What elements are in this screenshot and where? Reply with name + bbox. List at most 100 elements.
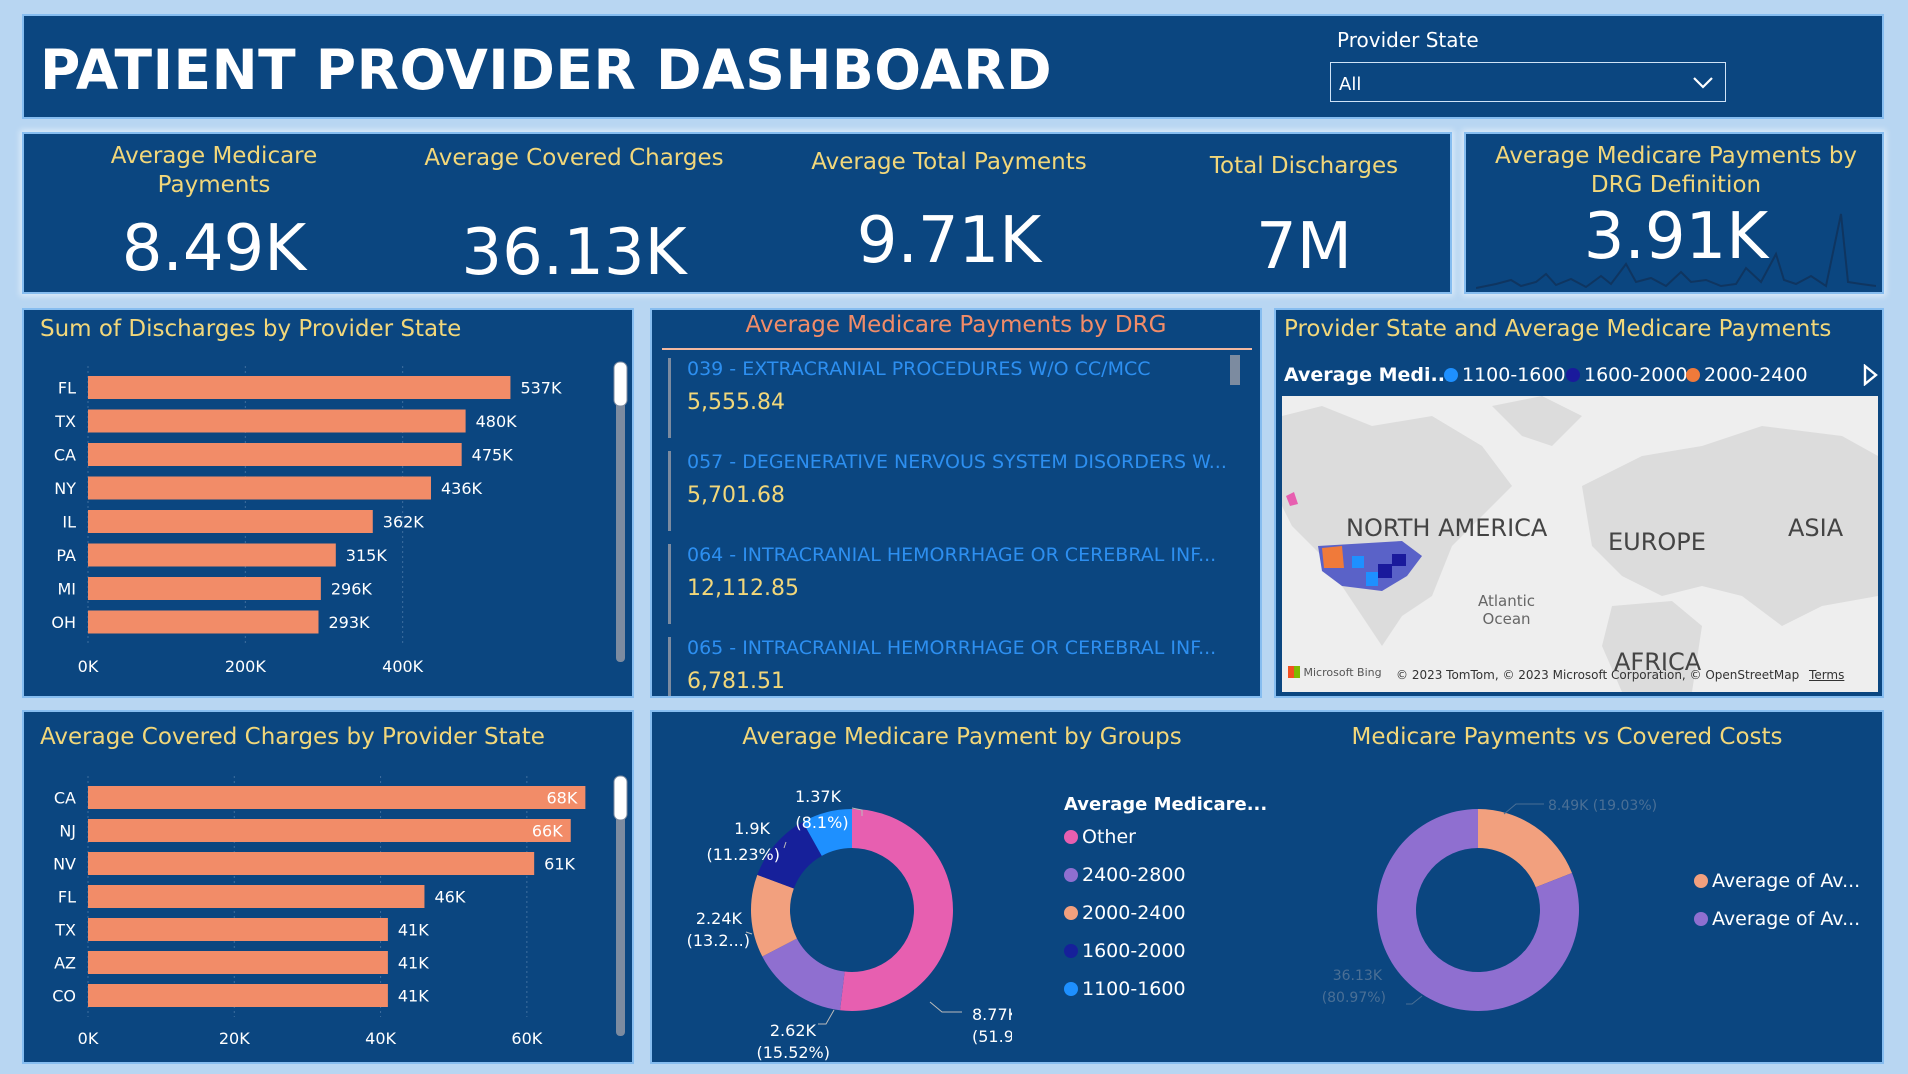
kpi-value: 36.13K [461,216,687,290]
category-label: FL [58,888,76,907]
data-label: 36.13K [1333,968,1383,984]
x-tick-label: 40K [365,1029,396,1048]
bar [88,543,336,567]
panel-title: Average Medicare Payment by Groups [742,724,1182,750]
next-page-icon[interactable] [1862,364,1878,386]
category-label: CA [54,789,76,808]
panel-title: Sum of Discharges by Provider State [40,316,462,342]
list-item[interactable]: 057 - DEGENERATIVE NERVOUS SYSTEM DISORD… [668,451,1227,531]
data-label: (8.1%) [795,813,848,832]
legend-dot [1694,874,1708,888]
legend-dot [1444,368,1458,382]
legend-item: 2400-2800 [1064,864,1186,886]
legend-dot [1064,830,1078,844]
drg-code: 064 - INTRACRANIAL HEMORRHAGE OR CEREBRA… [687,544,1217,566]
leader-line [929,1001,962,1013]
dropdown-value: All [1339,74,1362,95]
drg-code: 057 - DEGENERATIVE NERVOUS SYSTEM DISORD… [687,451,1227,473]
title-underline [662,348,1252,350]
data-label: 8.77K [972,1005,1012,1024]
bar [88,443,462,466]
legend-item: 2000-2400 [1686,364,1808,386]
legend-dot [1064,982,1078,996]
bar [88,577,321,600]
legend-item: 2000-2400 [1064,902,1186,924]
data-label: 61K [544,855,575,874]
category-label: TX [54,921,76,940]
panel-title: Provider State and Average Medicare Paym… [1284,316,1832,342]
category-label: CO [52,987,76,1006]
data-label: 315K [346,546,388,565]
legend-title: Average Medi... [1284,364,1453,386]
map-label-ocean: Atlantic Ocean [1478,592,1536,628]
map-panel: Provider State and Average Medicare Paym… [1274,308,1884,698]
bar [88,476,431,500]
data-label: 293K [328,613,370,632]
data-label: 66K [532,822,563,841]
category-label: FL [58,379,76,398]
legend-dot [1064,868,1078,882]
scrollbar-thumb [613,775,628,821]
page-title: PATIENT PROVIDER DASHBOARD [40,38,1053,102]
bar [88,510,373,533]
data-label: 2.62K [770,1021,817,1040]
donut-slice [840,809,954,1011]
scrollbar-thumb [613,361,628,407]
data-label: (51.9%) [972,1027,1012,1046]
slicer-label: Provider State [1337,28,1479,52]
bar [88,852,535,875]
list-item[interactable]: 064 - INTRACRANIAL HEMORRHAGE OR CEREBRA… [668,544,1216,624]
leader-line [1503,803,1544,815]
data-label: 1.9K [734,819,770,838]
scrollbar-thumb[interactable] [1230,355,1240,385]
category-label: PA [56,546,76,565]
provider-state-dropdown[interactable]: All [1330,62,1726,102]
kpi-card-drg: Average Medicare Payments by DRG Definit… [1464,132,1884,294]
kpi-value: 9.71K [856,204,1042,278]
legend-item: 1100-1600 [1064,978,1186,1000]
drg-code: 065 - INTRACRANIAL HEMORRHAGE OR CEREBRA… [687,637,1217,659]
donut-slice [757,821,822,889]
drg-value: 6,781.51 [687,669,785,694]
kpi-title: Average Covered Charges [424,145,724,171]
legend-dot [1686,368,1700,382]
x-tick-label: 200K [225,657,267,676]
bar [88,786,586,809]
kpi-value: 8.49K [121,212,307,286]
panel-title: Medicare Payments vs Covered Costs [1351,724,1783,750]
data-label: 480K [476,412,518,431]
category-label: TX [54,412,76,431]
category-label: OH [51,613,76,632]
data-label: 296K [331,580,373,599]
microsoft-logo-icon [1288,666,1300,678]
drg-list[interactable]: 039 - EXTRACRANIAL PROCEDURES W/O CC/MCC… [652,352,1260,696]
category-label: AZ [54,954,76,973]
terms-link[interactable]: Terms [1809,668,1845,682]
kpi-title: Average Medicare Payments [110,143,318,198]
category-label: NY [54,479,76,498]
donut-slice [751,874,797,957]
donut-slice [1478,809,1572,888]
data-label: (11.23%) [707,845,781,864]
covered-charges-bar-chart: 0K 20K 40K 60K CA 68K NJ 66K NV 61K FL 46K TX 41K AZ 41… [52,775,628,1048]
leader-line [745,931,753,935]
x-tick-label: 60K [511,1029,542,1048]
leader-line [1406,995,1423,1005]
legend-item: Average of Av... [1694,870,1860,892]
discharges-panel: Sum of Discharges by Provider State 0K 20… [22,308,634,698]
drg-panel: Average Medicare Payments by DRG 039 - E… [650,308,1262,698]
data-label: 2.24K [696,909,743,928]
x-tick-label: 400K [382,657,424,676]
list-item[interactable]: 065 - INTRACRANIAL HEMORRHAGE OR CEREBRA… [668,637,1216,696]
data-label: 46K [434,888,465,907]
chevron-down-icon [1693,77,1713,89]
data-label: 41K [398,987,429,1006]
kpi-title: Average Total Payments [811,149,1087,175]
drg-value: 5,555.84 [687,390,785,415]
data-label: 41K [398,921,429,940]
x-tick-label: 20K [219,1029,250,1048]
map-canvas[interactable]: NORTH AMERICA EUROPE ASIA AFRICA Atlanti… [1282,396,1878,692]
drg-code: 039 - EXTRACRANIAL PROCEDURES W/O CC/MCC [687,358,1151,380]
list-item[interactable]: 039 - EXTRACRANIAL PROCEDURES W/O CC/MCC… [668,358,1207,438]
legend-dot [1064,944,1078,958]
